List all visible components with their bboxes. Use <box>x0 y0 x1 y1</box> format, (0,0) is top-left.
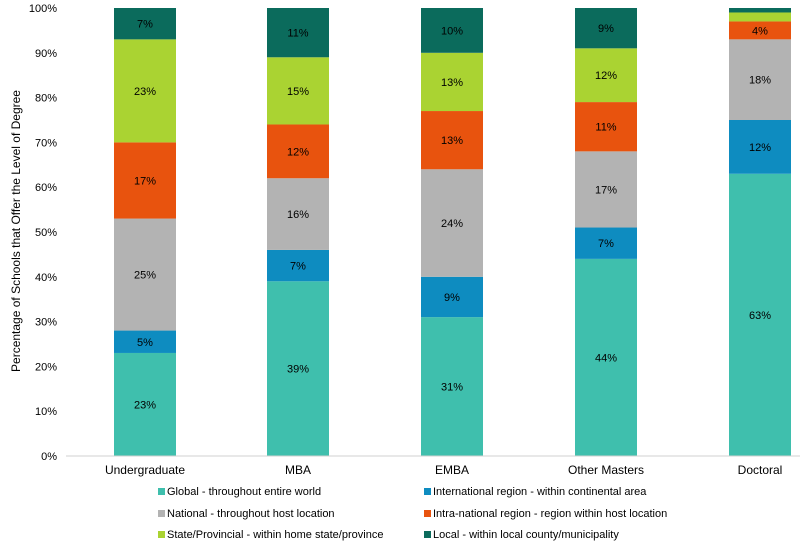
data-label: 23% <box>134 86 156 98</box>
bar-segment <box>575 48 637 103</box>
legend-label: Intra-national region - region within ho… <box>433 508 667 520</box>
bar-segment <box>114 142 176 219</box>
legend-label: Global - throughout entire world <box>167 486 321 498</box>
x-category-label: Doctoral <box>738 463 783 477</box>
bar-segment <box>421 276 483 318</box>
y-tick-label: 0% <box>41 451 57 463</box>
data-label: 63% <box>749 310 771 322</box>
data-label: 15% <box>287 86 309 98</box>
legend-swatch <box>424 510 431 517</box>
bar-segment <box>729 8 791 13</box>
y-tick-label: 50% <box>35 227 57 239</box>
legend-swatch <box>158 510 165 517</box>
y-tick-label: 70% <box>35 137 57 149</box>
legend-swatch <box>424 488 431 495</box>
data-label: 24% <box>441 218 463 230</box>
bar-segment <box>114 352 176 456</box>
legend-swatch <box>158 531 165 538</box>
bar-segment <box>729 12 791 22</box>
data-label: 5% <box>137 337 153 349</box>
bar-segment <box>729 21 791 40</box>
data-label: 12% <box>287 146 309 158</box>
bar-segment <box>575 151 637 228</box>
bar-segment <box>114 39 176 143</box>
bar-segment <box>114 330 176 353</box>
data-label: 9% <box>598 23 614 35</box>
data-label: 7% <box>290 261 306 273</box>
y-axis-label: Percentage of Schools that Offer the Lev… <box>9 90 23 372</box>
data-label: 13% <box>441 135 463 147</box>
bar-segment <box>421 317 483 456</box>
y-tick-label: 90% <box>35 48 57 60</box>
data-label: 23% <box>134 399 156 411</box>
bar-segment <box>421 111 483 170</box>
y-tick-label: 10% <box>35 406 57 418</box>
bar-segment <box>114 8 176 40</box>
data-label: 18% <box>749 75 771 87</box>
bar-segment <box>729 173 791 456</box>
data-label: 39% <box>287 364 309 376</box>
legend-swatch <box>158 488 165 495</box>
legend-label: Local - within local county/municipality <box>433 529 619 541</box>
legend-label: National - throughout host location <box>167 508 335 520</box>
data-label: 17% <box>595 184 617 196</box>
legend-label: International region - within continenta… <box>433 486 647 498</box>
y-tick-label: 30% <box>35 317 57 329</box>
bar-segment <box>575 8 637 49</box>
data-label: 31% <box>441 382 463 394</box>
data-label: 13% <box>441 77 463 89</box>
data-label: 25% <box>134 270 156 282</box>
data-label: 11% <box>595 122 616 134</box>
data-label: 7% <box>137 19 153 31</box>
bar-segment <box>575 102 637 152</box>
bar-segment <box>267 178 329 250</box>
bars: 23% 5% 25% 17% 23% 7% 39% 7% 16% 12% 15% 11% 31% 9% 24… <box>114 8 791 456</box>
x-category-label: Other Masters <box>568 463 644 477</box>
bar-segment <box>114 218 176 331</box>
bar-segment <box>575 258 637 456</box>
y-tick-label: 100% <box>29 3 57 15</box>
y-tick-label: 80% <box>35 93 57 105</box>
bar-segment <box>267 8 329 58</box>
data-label: 10% <box>441 25 463 37</box>
data-label: 12% <box>595 70 617 82</box>
data-label: 16% <box>287 209 309 221</box>
bar-segment <box>267 249 329 282</box>
data-label: 7% <box>598 238 614 250</box>
bar-segment <box>575 227 637 259</box>
legend-swatch <box>424 531 431 538</box>
bar-segment <box>729 39 791 120</box>
bar-segment <box>267 57 329 125</box>
x-category-label: EMBA <box>435 463 469 477</box>
y-tick-label: 60% <box>35 182 57 194</box>
bar-segment <box>421 169 483 277</box>
data-label: 9% <box>444 292 460 304</box>
bar-segment <box>421 8 483 53</box>
data-label: 17% <box>134 175 156 187</box>
data-label: 11% <box>287 28 308 40</box>
y-axis-ticks: 0% 10% 20% 30% 40% 50% 60% 70% 80% 90% 100% <box>29 3 57 463</box>
x-axis-categories: Undergraduate MBA EMBA Other Masters Doctora… <box>105 463 782 477</box>
legend: Global - throughout entire world Internat… <box>158 486 667 541</box>
bar-segment <box>267 281 329 456</box>
data-label: 44% <box>595 352 617 364</box>
bar-segment <box>421 52 483 112</box>
y-tick-label: 40% <box>35 272 57 284</box>
data-label: 4% <box>752 25 768 37</box>
legend-label: State/Provincial - within home state/pro… <box>167 529 383 541</box>
bar-segment <box>267 124 329 179</box>
x-category-label: Undergraduate <box>105 463 185 477</box>
data-label: 12% <box>749 142 771 154</box>
bar-segment <box>729 120 791 174</box>
x-category-label: MBA <box>285 463 311 477</box>
y-tick-label: 20% <box>35 361 57 373</box>
